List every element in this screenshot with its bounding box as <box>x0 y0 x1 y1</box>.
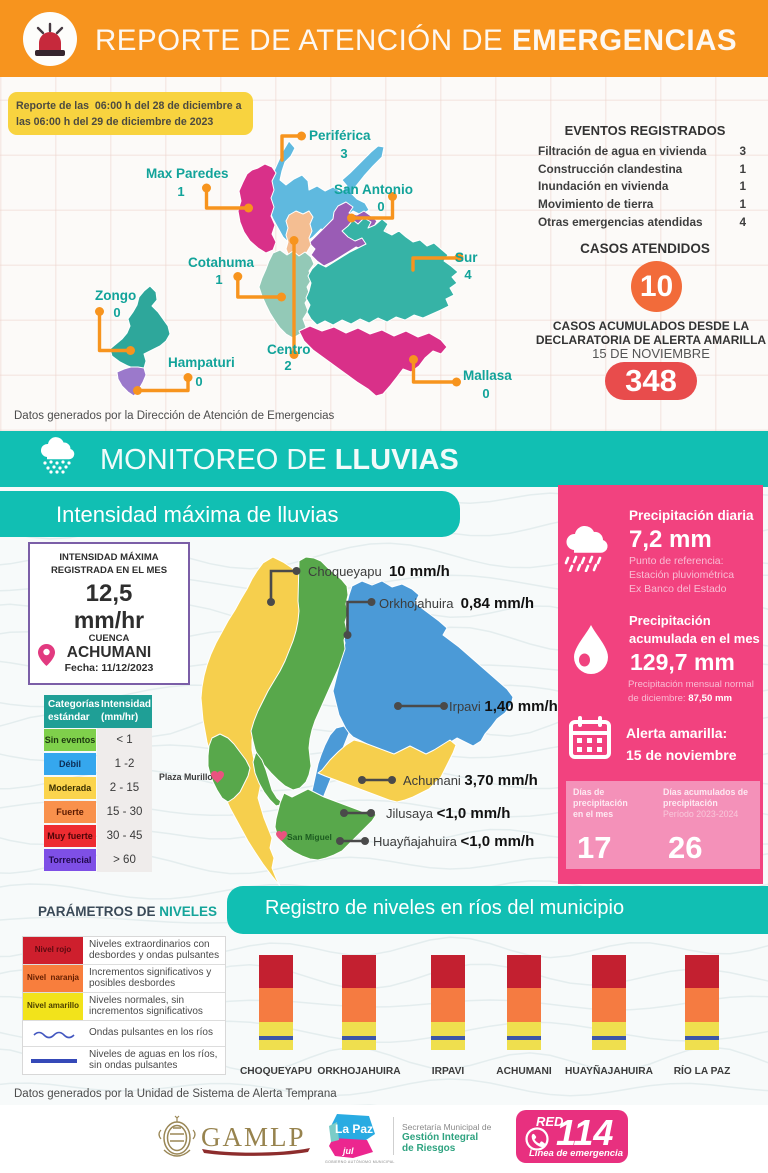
svg-text:La Paz: La Paz <box>335 1122 373 1136</box>
svg-text:jul: jul <box>342 1146 354 1156</box>
